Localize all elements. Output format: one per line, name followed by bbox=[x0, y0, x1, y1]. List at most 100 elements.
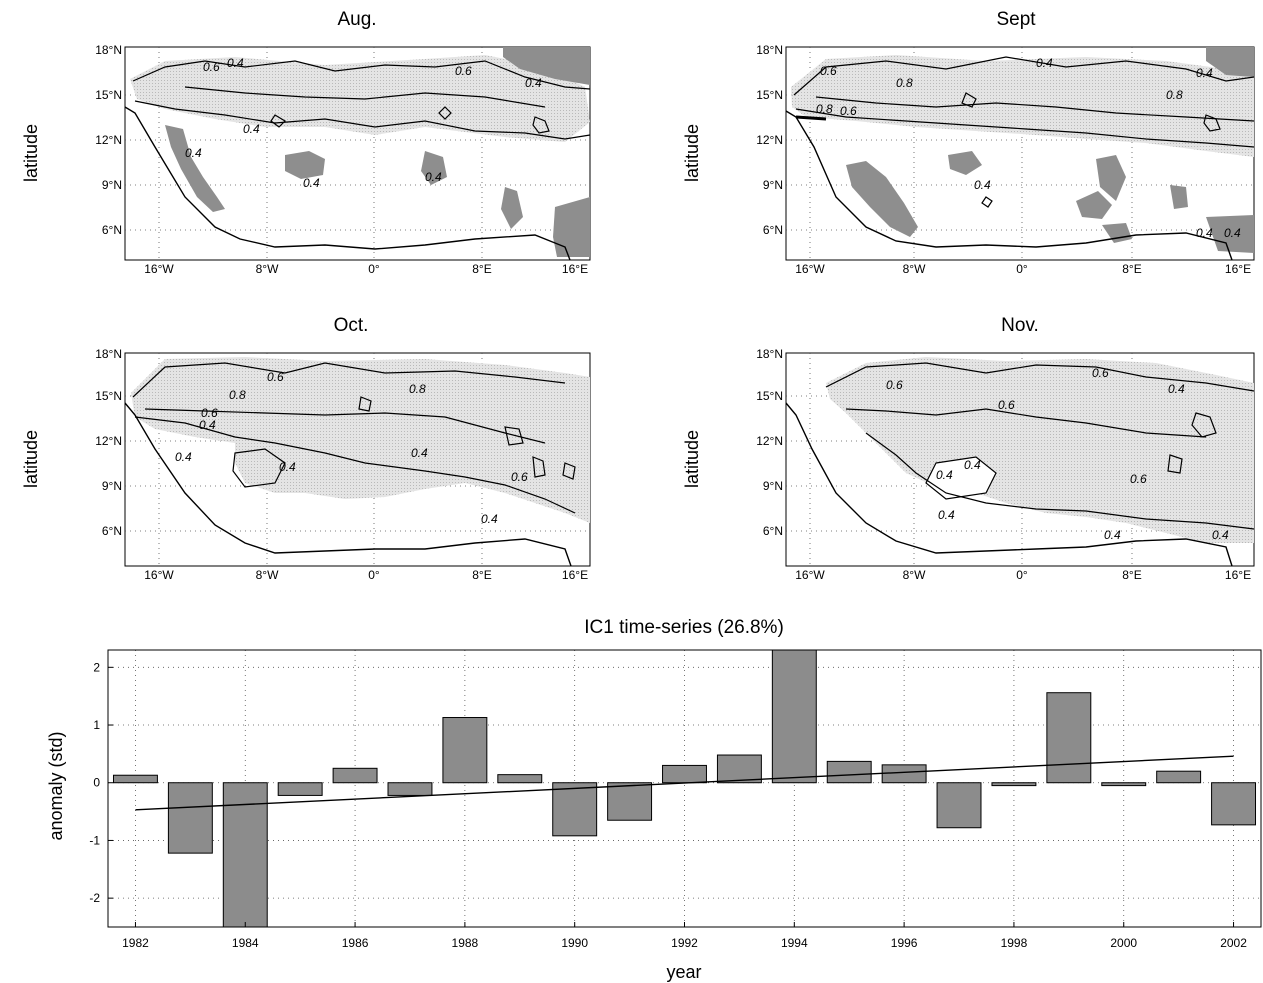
bar bbox=[826, 760, 872, 784]
contour-label: 0.4 bbox=[279, 460, 296, 474]
x-tick-label: 16°E bbox=[562, 262, 588, 276]
x-tick-label: 2002 bbox=[1220, 936, 1247, 950]
x-tick-label: 8°E bbox=[1122, 568, 1141, 582]
bar bbox=[332, 767, 378, 784]
dark-region bbox=[285, 151, 325, 179]
chart-title: IC1 time-series (26.8%) bbox=[584, 617, 784, 638]
x-tick-label: 16°E bbox=[1225, 568, 1251, 582]
x-tick-label: 16°W bbox=[795, 568, 825, 582]
contour-label: 0.4 bbox=[1104, 528, 1121, 542]
bar bbox=[1156, 770, 1202, 784]
x-tick-label: 1994 bbox=[781, 936, 808, 950]
contour-label: 0.6 bbox=[886, 378, 903, 392]
bar bbox=[1101, 782, 1147, 787]
x-tick-label: 1984 bbox=[232, 936, 259, 950]
x-tick-label: 1982 bbox=[122, 936, 149, 950]
contour-label: 0.6 bbox=[820, 64, 837, 78]
x-tick-label: 16°W bbox=[795, 262, 825, 276]
contour-labels: 0.6 0.4 0.6 0.4 0.4 0.4 0.4 0.4 bbox=[185, 56, 542, 190]
trend-line bbox=[135, 755, 1234, 811]
y-tick-labels: 18°N 15°N 12°N 9°N 6°N bbox=[95, 347, 122, 538]
y-axis-label: latitude bbox=[682, 430, 702, 488]
dark-region bbox=[1102, 223, 1132, 243]
y-tick-label: 18°N bbox=[756, 347, 783, 361]
bar bbox=[497, 774, 543, 784]
contour-label: 0.4 bbox=[425, 170, 442, 184]
bar bbox=[552, 782, 598, 837]
x-axis-label: year bbox=[666, 962, 701, 982]
contour-label: 0.4 bbox=[185, 146, 202, 160]
x-tick-label: 8°W bbox=[903, 568, 926, 582]
coastline bbox=[785, 110, 1233, 261]
dark-region bbox=[421, 151, 447, 185]
bar bbox=[716, 754, 762, 784]
contour-label: 0.4 bbox=[243, 122, 260, 136]
bar bbox=[442, 717, 488, 784]
bar bbox=[881, 764, 927, 784]
y-axis-label: latitude bbox=[21, 430, 41, 488]
dark-region bbox=[503, 47, 590, 85]
y-axis-label: latitude bbox=[682, 124, 702, 182]
map-title: Oct. bbox=[334, 315, 369, 336]
x-tick-label: 0° bbox=[368, 568, 380, 582]
y-tick-label: -2 bbox=[89, 891, 100, 905]
x-tick-label: 8°E bbox=[472, 568, 491, 582]
contour-label: 0.4 bbox=[175, 450, 192, 464]
contour-label: 0.4 bbox=[199, 418, 216, 432]
coastline bbox=[124, 402, 572, 567]
x-tick-label: 1998 bbox=[1001, 936, 1028, 950]
x-tick-labels: 16°W 8°W 0° 8°E 16°E bbox=[144, 568, 588, 582]
contour-label: 0.6 bbox=[1092, 366, 1109, 380]
y-tick-label: 18°N bbox=[95, 347, 122, 361]
map-panel-sept: 0.6 0.8 0.4 0.8 0.6 0.8 0.4 0.4 0.4 0.4 … bbox=[682, 9, 1255, 276]
bar bbox=[771, 649, 817, 784]
bar bbox=[277, 782, 323, 796]
map-panel-aug: 0.6 0.4 0.6 0.4 0.4 0.4 0.4 0.4 18°N 15°… bbox=[21, 9, 591, 276]
x-tick-label: 8°W bbox=[256, 568, 279, 582]
contour-label: 0.8 bbox=[229, 388, 246, 402]
y-tick-label: 9°N bbox=[763, 479, 783, 493]
bar bbox=[607, 782, 653, 821]
y-tick-label: 6°N bbox=[763, 524, 783, 538]
y-axis-label: latitude bbox=[21, 124, 41, 182]
y-tick-label: 6°N bbox=[102, 524, 122, 538]
contour-label: 0.4 bbox=[303, 176, 320, 190]
contour-label: 0.8 bbox=[816, 102, 833, 116]
x-tick-label: 0° bbox=[1016, 568, 1028, 582]
map-panel-nov: 0.6 0.6 0.4 0.6 0.4 0.6 0.4 0.4 0.4 0.4 … bbox=[682, 315, 1255, 582]
map-panel-oct: 0.6 0.8 0.6 0.8 0.4 0.4 0.4 0.4 0.6 0.4 … bbox=[21, 315, 591, 582]
x-tick-label: 8°W bbox=[903, 262, 926, 276]
dark-region bbox=[501, 187, 523, 229]
chart-bars bbox=[112, 649, 1257, 928]
bar bbox=[936, 782, 982, 829]
y-tick-label: 0 bbox=[93, 776, 100, 790]
contour-label: 0.8 bbox=[409, 382, 426, 396]
contour-label: 0.4 bbox=[1196, 226, 1213, 240]
dark-region bbox=[846, 161, 918, 237]
contour-labels: 0.6 0.8 0.4 0.8 0.6 0.8 0.4 0.4 0.4 0.4 bbox=[816, 56, 1241, 240]
bar bbox=[1211, 782, 1257, 826]
y-tick-label: 2 bbox=[93, 660, 100, 674]
y-tick-label: 18°N bbox=[756, 43, 783, 57]
contour-lines bbox=[132, 362, 576, 514]
x-tick-label: 8°E bbox=[1122, 262, 1141, 276]
contour-lines bbox=[132, 60, 591, 140]
x-tick-labels: 16°W 8°W 0° 8°E 16°E bbox=[795, 568, 1251, 582]
contour-label: 0.4 bbox=[938, 508, 955, 522]
dark-region bbox=[1096, 155, 1126, 201]
x-tick-label: 16°W bbox=[144, 568, 174, 582]
y-tick-label: 1 bbox=[93, 718, 100, 732]
stippled-region bbox=[791, 55, 1254, 157]
x-tick-label: 16°E bbox=[562, 568, 588, 582]
y-tick-label: 12°N bbox=[756, 133, 783, 147]
y-tick-label: 15°N bbox=[95, 88, 122, 102]
bar bbox=[387, 782, 433, 796]
contour-label: 0.4 bbox=[481, 512, 498, 526]
contour-label: 0.4 bbox=[227, 56, 244, 70]
chart-trend bbox=[135, 755, 1234, 811]
contour-label: 0.4 bbox=[525, 76, 542, 90]
y-tick-labels: 18°N 15°N 12°N 9°N 6°N bbox=[756, 347, 783, 538]
contour-label: 0.6 bbox=[1130, 472, 1147, 486]
contour-label: 0.6 bbox=[455, 64, 472, 78]
